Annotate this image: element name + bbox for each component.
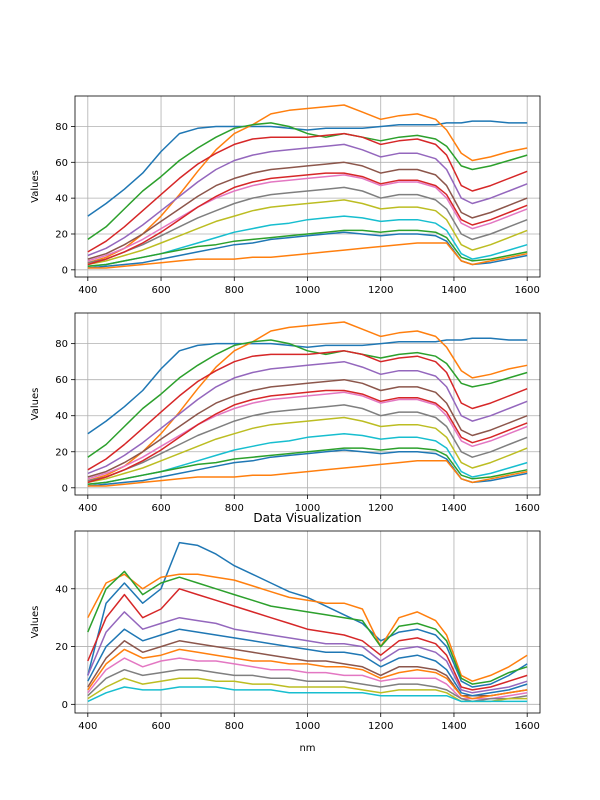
chart-title: Data Visualization [253,511,361,525]
series-line-7 [87,657,528,700]
y-tick-label: 0 [62,265,68,276]
x-tick-label: 800 [225,285,244,296]
series-line-1 [87,337,528,435]
series-line-12 [87,460,528,487]
y-tick-label: 60 [55,375,68,386]
series-line-1 [87,120,528,217]
series-line-8 [87,668,528,703]
series-line-9 [87,416,528,484]
y-axis-label: Values [30,606,41,639]
series-line-2 [87,104,528,264]
series-line-12 [87,648,528,700]
y-tick-label: 0 [62,700,68,711]
y-tick-label: 40 [55,584,68,595]
x-tick-label: 600 [151,721,170,732]
chart-panel-1: 400 600 800 1000 1200 1400 1600 0 20 40 60 80 Values [30,95,541,296]
series-line-2 [87,321,528,482]
y-tick-label: 80 [55,122,68,133]
series-group [87,541,528,703]
series-group [87,321,528,487]
series-line-6 [87,378,528,478]
x-tick-label: 1600 [514,285,539,296]
series-line-3 [87,122,528,241]
x-tick-label: 400 [78,503,97,514]
y-tick-label: 20 [55,229,68,240]
x-tick-label: 1200 [368,503,393,514]
series-line-12 [87,242,528,269]
x-tick-label: 1200 [368,285,393,296]
x-tick-label: 1200 [368,721,393,732]
chart-panel-2: 400 600 800 1000 1200 1400 1600 0 20 40 60 80 Values [30,312,541,514]
x-tick-label: 600 [151,503,170,514]
series-line-6 [87,161,528,260]
x-tick-label: 400 [78,285,97,296]
x-tick-label: 1000 [295,285,320,296]
series-line-11 [87,628,528,697]
series-line-5 [87,611,528,694]
series-line-10 [87,686,528,703]
y-tick-label: 80 [55,339,68,350]
series-line-9 [87,199,528,266]
x-tick-label: 400 [78,721,97,732]
series-line-4 [87,132,528,253]
series-group [87,104,528,269]
x-tick-label: 1600 [514,721,539,732]
y-tick-label: 60 [55,158,68,169]
series-line-3 [87,339,528,458]
x-tick-label: 1400 [441,503,466,514]
x-tick-label: 800 [225,503,244,514]
series-line-7 [87,174,528,262]
series-line-8 [87,404,528,482]
y-axis-label: Values [30,388,41,421]
series-line-7 [87,391,528,480]
y-tick-label: 20 [55,642,68,653]
series-line-5 [87,143,528,257]
series-line-5 [87,360,528,475]
y-tick-label: 40 [55,194,68,205]
x-tick-label: 1400 [441,721,466,732]
x-tick-label: 600 [151,285,170,296]
x-tick-label: 1000 [295,503,320,514]
series-line-13 [87,447,528,485]
x-tick-label: 800 [225,721,244,732]
x-tick-label: 1400 [441,285,466,296]
series-line-13 [87,229,528,267]
series-line-4 [87,350,528,471]
series-line-3 [87,570,528,685]
series-line-14 [87,172,528,266]
series-line-4 [87,588,528,691]
y-tick-label: 40 [55,411,68,422]
x-tick-label: 1000 [295,721,320,732]
y-axis-label: Values [30,170,41,203]
series-line-14 [87,389,528,484]
x-axis-label: nm [299,743,315,754]
chart-panel-3: 400 600 800 1000 1200 1400 1600 0 20 40 Values nm Da… [30,511,541,754]
y-tick-label: 20 [55,447,68,458]
series-line-8 [87,186,528,264]
x-tick-label: 1600 [514,503,539,514]
series-line-2 [87,573,528,682]
y-tick-label: 0 [62,483,68,494]
